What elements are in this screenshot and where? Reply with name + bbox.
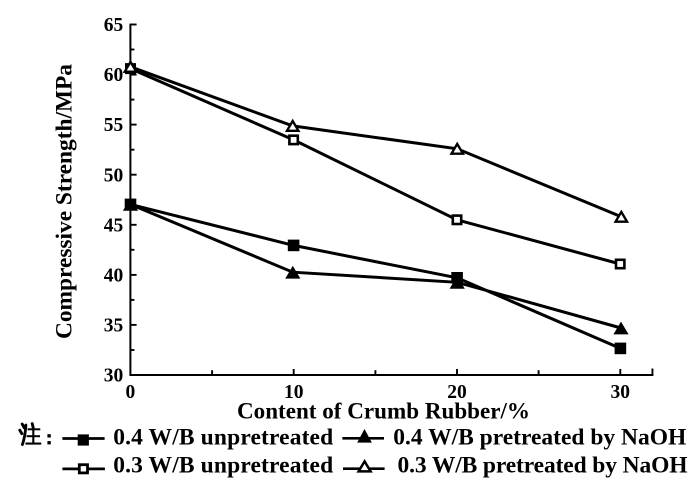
svg-text:0.4 W/B unpretreated: 0.4 W/B unpretreated: [113, 424, 333, 450]
svg-text:10: 10: [284, 382, 304, 403]
svg-text:35: 35: [104, 316, 124, 337]
svg-text:40: 40: [104, 266, 124, 287]
svg-text:45: 45: [104, 215, 124, 236]
svg-text:50: 50: [104, 165, 124, 186]
svg-text:Compressive Strength/MPa: Compressive Strength/MPa: [52, 64, 78, 339]
svg-text:0.4 W/B pretreated by NaOH: 0.4 W/B pretreated by NaOH: [393, 424, 686, 450]
svg-text:55: 55: [104, 115, 124, 136]
svg-text:0.3 W/B pretreated by NaOH: 0.3 W/B pretreated by NaOH: [398, 453, 688, 479]
svg-text:30: 30: [611, 382, 631, 403]
svg-text:60: 60: [104, 65, 124, 86]
svg-text:0.3 W/B unpretreated: 0.3 W/B unpretreated: [113, 453, 333, 479]
svg-text:Content of Crumb Rubber/%: Content of Crumb Rubber/%: [237, 399, 530, 425]
svg-text:65: 65: [104, 15, 124, 36]
svg-text:20: 20: [447, 382, 467, 403]
svg-text:0: 0: [126, 382, 136, 403]
svg-text:30: 30: [104, 366, 124, 387]
